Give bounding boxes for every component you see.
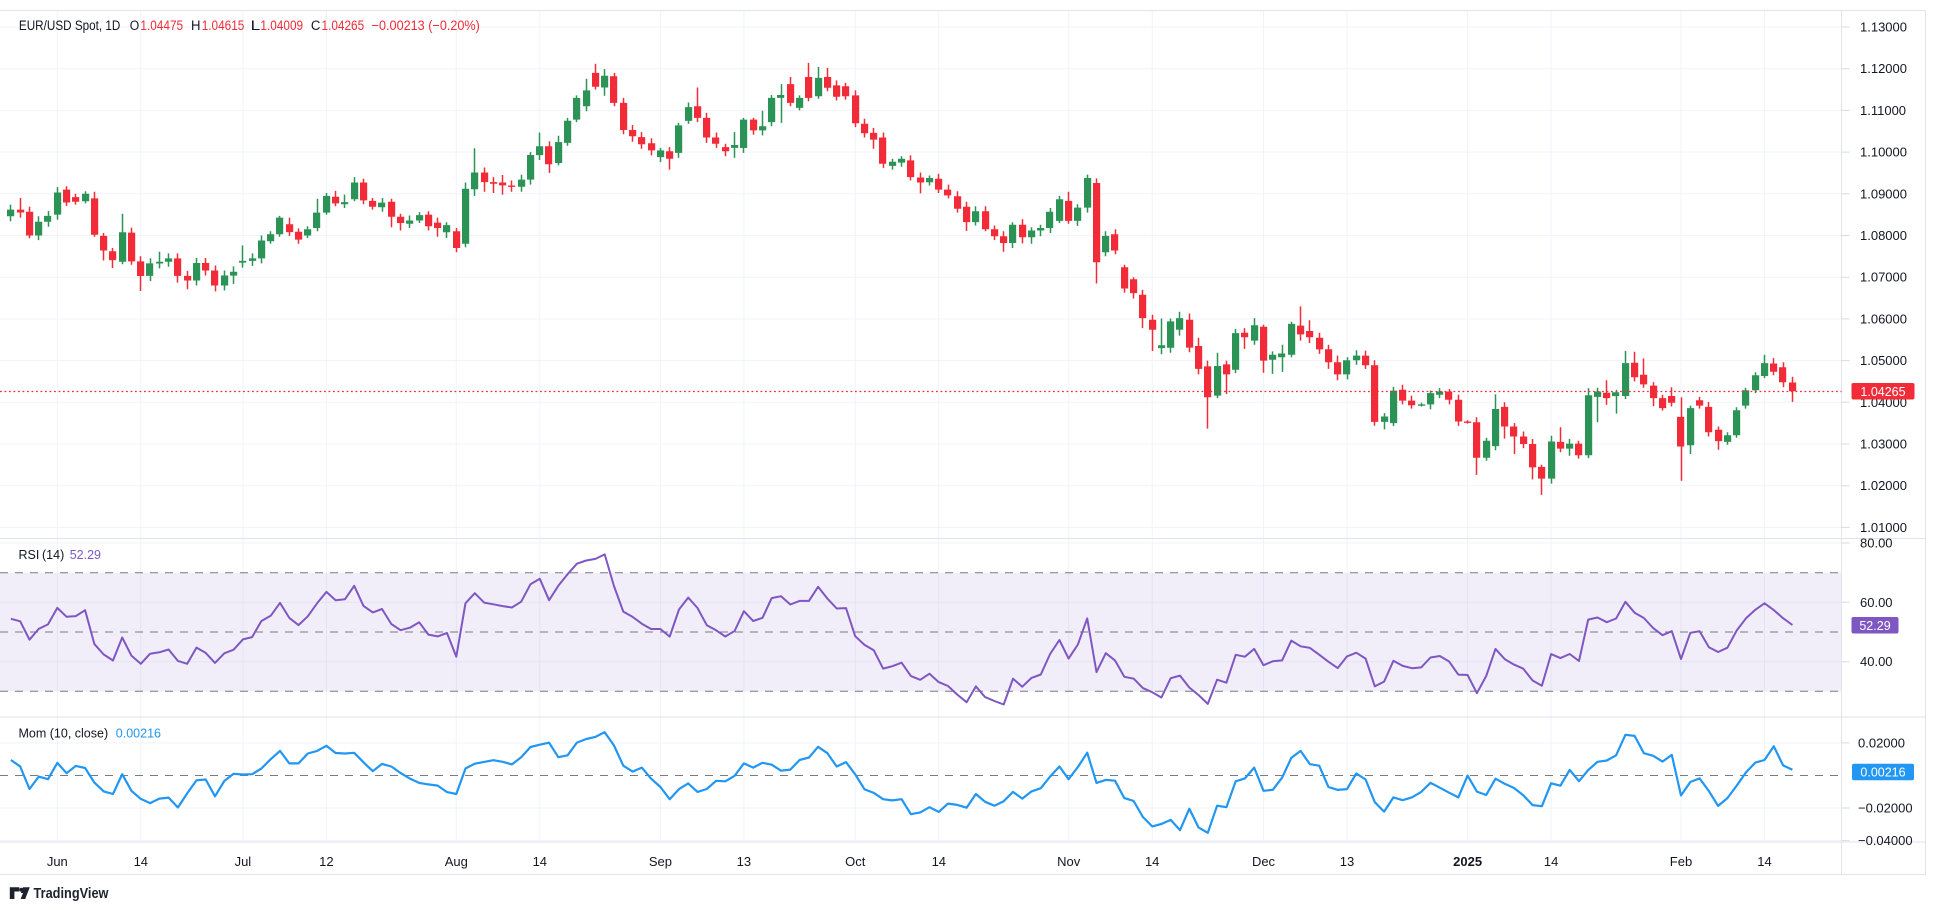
svg-text:1.04475: 1.04475 (140, 18, 183, 33)
svg-text:14: 14 (1757, 854, 1771, 869)
svg-text:1.06000: 1.06000 (1860, 311, 1907, 326)
svg-text:1.02000: 1.02000 (1860, 478, 1907, 493)
svg-text:TradingView: TradingView (34, 886, 110, 902)
svg-text:1.04615: 1.04615 (202, 18, 245, 33)
svg-text:1.11000: 1.11000 (1860, 103, 1906, 118)
svg-text:40.00: 40.00 (1860, 654, 1893, 669)
svg-text:1.04009: 1.04009 (260, 18, 303, 33)
svg-text:1.04265: 1.04265 (322, 18, 365, 33)
svg-text:14: 14 (533, 854, 547, 869)
svg-text:2025: 2025 (1453, 854, 1482, 869)
svg-text:52.29: 52.29 (70, 548, 101, 562)
svg-text:14: 14 (932, 854, 946, 869)
svg-text:1.12000: 1.12000 (1860, 61, 1907, 76)
svg-text:−0.04000: −0.04000 (1858, 833, 1913, 848)
svg-text:14: 14 (1544, 854, 1558, 869)
svg-text:O: O (130, 18, 140, 33)
svg-text:Nov: Nov (1057, 854, 1081, 869)
svg-text:1.05000: 1.05000 (1860, 353, 1907, 368)
svg-text:1.03000: 1.03000 (1860, 437, 1907, 452)
svg-text:13: 13 (737, 854, 751, 869)
svg-text:60.00: 60.00 (1860, 595, 1893, 610)
svg-text:L: L (251, 18, 261, 33)
svg-text:1.08000: 1.08000 (1860, 228, 1907, 243)
svg-text:EUR/USD Spot, 1D: EUR/USD Spot, 1D (19, 18, 121, 33)
svg-text:52.29: 52.29 (1859, 619, 1890, 633)
svg-text:−0.00213 (−0.20%): −0.00213 (−0.20%) (372, 18, 480, 33)
svg-text:H: H (191, 18, 201, 33)
svg-text:0.02000: 0.02000 (1858, 735, 1905, 750)
svg-text:Aug: Aug (445, 854, 468, 869)
svg-text:−0.02000: −0.02000 (1858, 801, 1913, 816)
svg-text:Mom (10, close): Mom (10, close) (19, 727, 109, 741)
svg-text:Jul: Jul (235, 854, 252, 869)
svg-text:14: 14 (134, 854, 148, 869)
svg-text:1.13000: 1.13000 (1860, 20, 1907, 35)
svg-text:(14): (14) (42, 548, 64, 562)
svg-text:Sep: Sep (649, 854, 672, 869)
svg-text:C: C (311, 18, 321, 33)
svg-text:Dec: Dec (1252, 854, 1276, 869)
svg-text:13: 13 (1340, 854, 1354, 869)
svg-text:Feb: Feb (1670, 854, 1692, 869)
svg-text:1.04265: 1.04265 (1860, 385, 1905, 399)
svg-text:0.00216: 0.00216 (1860, 766, 1905, 780)
svg-text:12: 12 (319, 854, 333, 869)
svg-text:1.07000: 1.07000 (1860, 270, 1907, 285)
svg-text:14: 14 (1145, 854, 1159, 869)
svg-text:RSI: RSI (19, 548, 40, 562)
svg-text:Oct: Oct (845, 854, 866, 869)
svg-text:0.00216: 0.00216 (116, 727, 161, 741)
svg-text:80.00: 80.00 (1860, 536, 1893, 551)
svg-text:1.10000: 1.10000 (1860, 145, 1907, 160)
svg-text:1.09000: 1.09000 (1860, 186, 1907, 201)
svg-text:Jun: Jun (47, 854, 68, 869)
svg-text:1.01000: 1.01000 (1860, 520, 1907, 535)
